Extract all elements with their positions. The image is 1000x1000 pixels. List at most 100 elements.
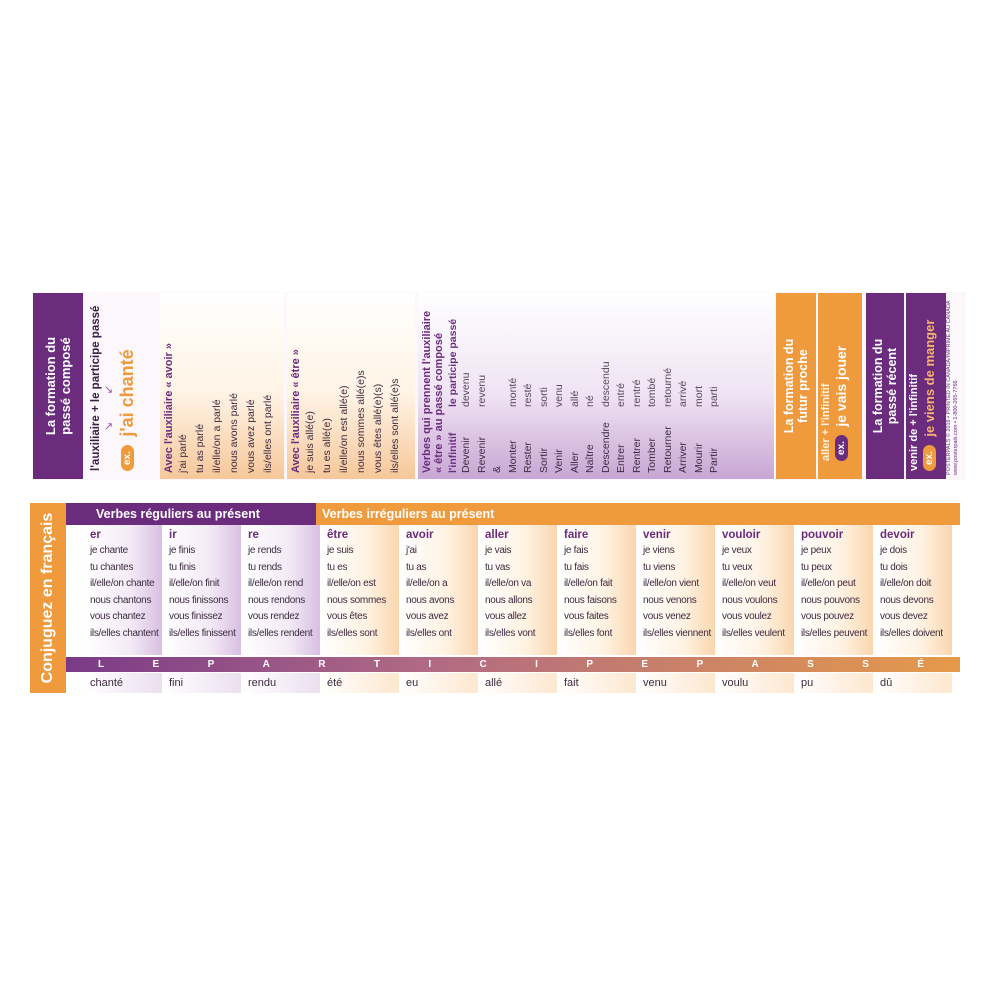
etre-verb-participe: descendu: [599, 361, 612, 407]
participe-passe-cell: fini: [163, 673, 241, 693]
verb-heading: être: [327, 529, 349, 541]
conjugation-line: nous finissons: [169, 594, 229, 606]
conjugation-line: il/elle/on chante: [90, 578, 155, 589]
verb-heading: er: [90, 529, 101, 541]
conjugation-line: tu vas: [485, 561, 510, 573]
avoir-line: tu as parlé: [194, 423, 206, 473]
ex-badge: ex.: [835, 435, 849, 461]
etre-verb-row: Naître né: [583, 293, 599, 473]
conjugation-line: tu finis: [169, 561, 196, 573]
conjugation-line: nous pouvons: [801, 594, 860, 606]
passe-recent-example: je viens de manger: [922, 319, 937, 437]
etre-verb-participe: rentré: [630, 379, 643, 407]
conjugation-line: ils/elles viennent: [643, 627, 711, 639]
avoir-line: j'ai parlé: [177, 434, 189, 473]
etre-lines: je suis allé(e) tu es allé(e) il/elle/on e…: [302, 293, 404, 473]
passe-recent-title-box: La formation du passé récent: [866, 293, 904, 479]
verb-column-aller: aller je vais tu vas il/elle/on va nous allo…: [479, 525, 557, 655]
sidebar-title: Conjuguez en français: [39, 512, 56, 684]
etre-verb-infinitif: Entrer: [615, 444, 627, 473]
conjugation-line: ils/elles finissent: [169, 627, 236, 639]
conjugation-line: vous pouvez: [801, 611, 854, 622]
etre-verb-infinitif: Retourner: [661, 426, 674, 473]
etre-verb-participe: arrivé: [677, 380, 689, 407]
avoir-lines: j'ai parlé tu as parlé il/elle/on a parlé n…: [175, 293, 277, 473]
conjugation-line: ils/elles font: [564, 627, 613, 639]
participe-letter: É: [917, 659, 924, 670]
conjugation-line: il/elle/on fait: [564, 578, 613, 589]
conjugation-line: vous êtes: [327, 611, 368, 622]
etre-verb-infinitif: Rester: [522, 442, 534, 473]
conjugation-line: vous devez: [880, 611, 928, 622]
futur-proche-example: je vais jouer: [833, 345, 849, 427]
participe-passe-cell: pu: [795, 673, 873, 693]
etre-verb-row: Rester resté: [521, 293, 537, 473]
passe-compose-formula-box: l'auxiliaire + le participe passé ↘ ↙ ex…: [86, 293, 158, 479]
ex-badge: ex.: [923, 445, 937, 471]
participe-letter: C: [479, 659, 487, 670]
participe-passe-cell: venu: [637, 673, 715, 693]
conjugation-line: tu dois: [880, 561, 908, 573]
participe-letter: R: [318, 659, 326, 670]
conjugation-line: il/elle/on est: [327, 578, 376, 589]
etre-verb-row: Aller allé: [568, 293, 584, 473]
etre-line: je suis allé(e): [304, 411, 316, 473]
verb-column-pouvoir: pouvoir je peux tu peux il/elle/on peut nous…: [795, 525, 873, 655]
verb-column-ir: ir je finis tu finis il/elle/on finit nous f…: [163, 525, 241, 655]
conjugation-line: ils/elles sont: [327, 627, 378, 639]
conjugation-line: vous finissez: [169, 611, 223, 622]
etre-verb-participe: venu: [553, 384, 565, 407]
conjugation-line: je dois: [880, 545, 907, 556]
conjugation-line: il/elle/on a: [406, 578, 448, 589]
etre-verb-row: Partir parti: [707, 293, 723, 473]
etre-verb-infinitif: Devenir: [460, 436, 472, 473]
conjugation-line: tu viens: [643, 561, 676, 573]
conjugation-line: je viens: [643, 545, 675, 556]
ex-badge: ex.: [121, 445, 134, 471]
etre-verb-infinitif: Naître: [584, 444, 596, 473]
conjugation-line: je chante: [90, 545, 128, 556]
conjugation-line: vous voulez: [722, 611, 772, 622]
participe-letter: E: [152, 659, 160, 670]
etre-title: Avec l'auxiliaire « être »: [290, 349, 302, 473]
participe-letter: P: [207, 659, 215, 670]
passe-compose-formula: l'auxiliaire + le participe passé: [90, 305, 102, 471]
conjugation-line: nous devons: [880, 594, 934, 606]
participe-passe-cell: eu: [400, 673, 478, 693]
verb-column-vouloir: vouloir je veux tu veux il/elle/on veut nous…: [716, 525, 794, 655]
verb-heading: devoir: [880, 529, 915, 541]
etre-verb-row: Monter monté: [506, 293, 522, 473]
arrow-icons: ↘ ↙: [103, 385, 115, 431]
etre-verb-infinitif: Tomber: [646, 437, 658, 473]
participe-letter: A: [751, 659, 759, 670]
etre-verb-participe: devenu: [460, 372, 472, 407]
participe-passe-cell: dû: [874, 673, 952, 693]
conjugation-line: tu as: [406, 561, 427, 573]
futur-proche-formula: aller + l'infinitif: [820, 383, 832, 462]
participe-passe-cell: allé: [479, 673, 557, 693]
futur-proche-title-box: La formation du futur proche: [776, 293, 816, 479]
etre-verb-row: Sortir sorti: [537, 293, 553, 473]
etre-verb-infinitif: Descendre: [599, 422, 612, 473]
etre-verb-participe: resté: [522, 383, 534, 407]
conjugation-line: vous chantez: [90, 611, 146, 622]
etre-verb-row: Descendre descendu: [599, 293, 615, 473]
etre-verb-infinitif: Mourir: [692, 443, 705, 473]
etre-verb-participe: né: [584, 395, 596, 407]
etre-verb-row: Venir venu: [552, 293, 568, 473]
conjugation-line: tu peux: [801, 561, 832, 573]
col-participe-label: le participe passé: [447, 318, 459, 407]
etre-verb-infinitif: Arriver: [677, 442, 689, 473]
participe-letter: L: [98, 659, 105, 670]
conjugation-line: je fais: [564, 545, 589, 556]
etre-verb-row: Entrer entré: [614, 293, 630, 473]
participe-letter: S: [807, 659, 814, 670]
passe-compose-title-line1: La formation du: [43, 336, 58, 436]
etre-line: nous sommes allé(e)s: [355, 370, 367, 473]
etre-verb-participe: mort: [692, 386, 705, 407]
conjugation-line: il/elle/on peut: [801, 578, 856, 589]
etre-line: vous êtes allé(e)(s): [372, 383, 384, 473]
etre-verb-participe: parti: [708, 386, 720, 407]
conjugation-line: ils/elles veulent: [722, 627, 785, 639]
verb-heading: venir: [643, 529, 671, 541]
